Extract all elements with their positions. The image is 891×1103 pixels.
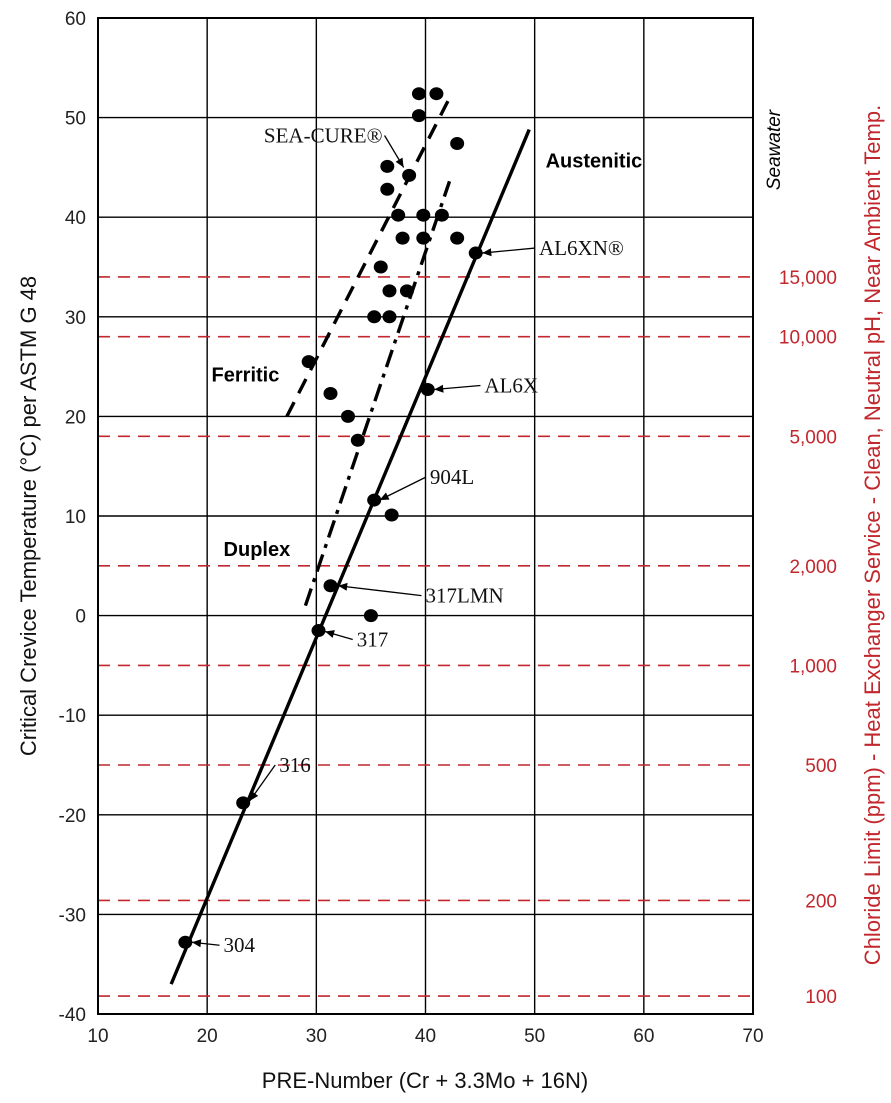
y-tick-label: 50: [65, 109, 86, 130]
x-tick-labels: 10 20 30 40 50 60 70: [87, 1026, 763, 1047]
y-tick-label: 10: [65, 507, 86, 528]
chloride-tick-label: 10,000: [779, 328, 837, 349]
data-point: [468, 246, 483, 260]
data-point: [380, 159, 395, 173]
chloride-limit-lines: [98, 276, 753, 997]
grade-arrow-head: [191, 939, 202, 948]
y-tick-label: -20: [59, 806, 86, 827]
trend-line-solid: [169, 128, 531, 985]
grade-label: AL6XN®: [539, 236, 624, 260]
data-point: [402, 168, 417, 182]
data-point: [367, 310, 382, 324]
data-point: [380, 182, 395, 196]
data-point: [363, 609, 378, 623]
chloride-tick-label: 2,000: [789, 557, 837, 578]
family-label: Austenitic: [546, 150, 643, 172]
data-point: [236, 796, 251, 810]
data-point: [450, 231, 465, 245]
x-tick-label: 20: [197, 1026, 218, 1047]
data-point: [450, 136, 465, 150]
x-tick-label: 40: [415, 1026, 436, 1047]
chloride-tick-label: 5,000: [789, 427, 837, 448]
data-point: [384, 508, 399, 522]
grade-arrow: [338, 585, 422, 597]
chloride-tick-label: 100: [805, 987, 837, 1008]
x-tick-label: 10: [87, 1026, 108, 1047]
y-tick-label: -40: [59, 1005, 86, 1026]
chloride-tick-label: 15,000: [779, 268, 837, 289]
plot-frame: [97, 17, 754, 1015]
grade-label: 317LMN: [426, 584, 504, 608]
data-point: [411, 87, 426, 101]
grade-label: AL6X: [484, 373, 538, 397]
right-axis-title: Chloride Limit (ppm) - Heat Exchanger Se…: [860, 105, 885, 965]
grade-arrow-head: [434, 384, 444, 393]
grade-arrows: [191, 135, 536, 948]
data-point: [382, 284, 397, 298]
grade-arrow-head: [379, 492, 390, 501]
data-point: [411, 109, 426, 123]
grade-label: SEA-CURE®: [264, 124, 383, 148]
y-tick-label: -30: [59, 905, 86, 926]
x-axis-title: PRE-Number (Cr + 3.3Mo + 16N): [262, 1068, 588, 1093]
data-point: [178, 935, 193, 949]
data-point: [391, 208, 406, 222]
grade-arrow-head: [338, 582, 348, 591]
data-point: [311, 624, 326, 638]
chloride-tick-label: 500: [805, 756, 837, 777]
chloride-tick-labels: 100 200 500 1,000 2,000 5,000 10,000 15,000: [779, 268, 837, 1008]
data-point: [395, 231, 410, 245]
data-point: [399, 284, 414, 298]
chloride-tick-label: 200: [805, 891, 837, 912]
data-point: [323, 386, 338, 400]
x-tick-label: 30: [306, 1026, 327, 1047]
y-tick-label: 0: [75, 607, 86, 628]
data-point: [373, 260, 388, 274]
grade-arrow-head: [249, 791, 259, 801]
x-tick-label: 50: [524, 1026, 545, 1047]
family-label: Duplex: [224, 539, 291, 561]
annotation-labels: SEA-CURE® AL6XN® AL6X 904L 317LMN 317 316 304 Au…: [212, 124, 643, 958]
data-point: [367, 493, 382, 507]
grade-arrow-head: [395, 157, 404, 168]
grade-label: 316: [279, 753, 311, 777]
y-tick-label: 40: [65, 208, 86, 229]
x-tick-label: 70: [742, 1026, 763, 1047]
data-point: [434, 208, 449, 222]
y-tick-label: 60: [65, 9, 86, 30]
data-point: [429, 87, 444, 101]
data-point: [350, 433, 365, 447]
data-point: [416, 208, 431, 222]
grade-label: 304: [224, 933, 256, 957]
chloride-tick-label: 1,000: [789, 656, 837, 677]
y-axis-title: Critical Crevice Temperature (°C) per AS…: [16, 276, 41, 756]
y-tick-label: -10: [59, 706, 86, 727]
grade-label: 317: [357, 627, 389, 651]
grade-arrow-head: [325, 630, 335, 638]
data-point: [420, 383, 435, 397]
data-point: [301, 355, 316, 369]
data-point: [340, 409, 355, 423]
seawater-label: Seawater: [764, 109, 785, 190]
family-label: Ferritic: [212, 365, 280, 387]
y-tick-label: 20: [65, 407, 86, 428]
y-tick-label: 30: [65, 308, 86, 329]
grade-label: 904L: [430, 465, 474, 489]
y-tick-labels: -40 -30 -20 -10 0 10 20 30 40 50 60: [59, 9, 86, 1026]
data-point: [416, 231, 431, 245]
data-point: [382, 310, 397, 324]
data-points: [178, 87, 483, 949]
grade-arrow-head: [482, 248, 492, 257]
data-point: [323, 579, 338, 593]
trend-line-dashdot: [303, 180, 452, 607]
x-tick-label: 60: [633, 1026, 654, 1047]
